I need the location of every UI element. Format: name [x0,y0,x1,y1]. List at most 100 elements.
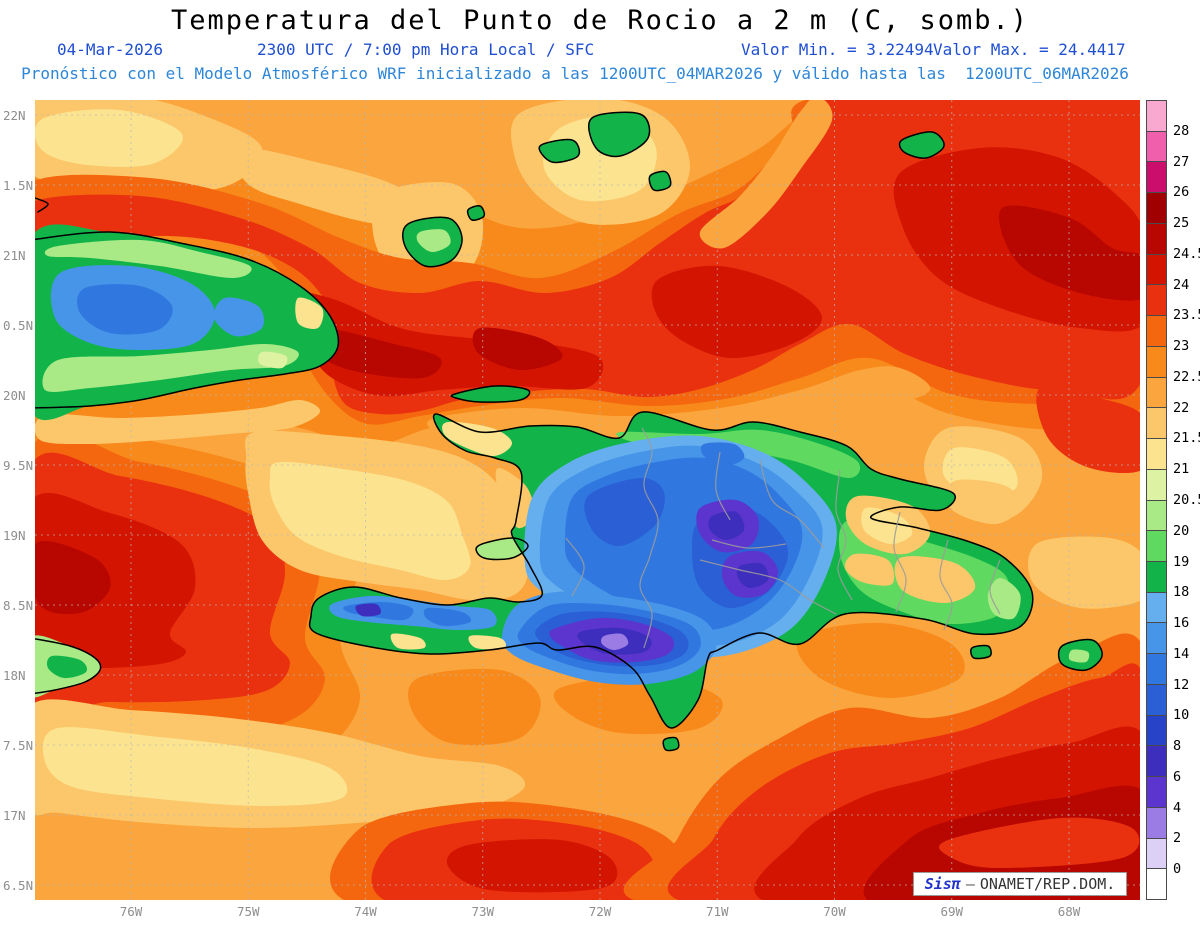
colorbar-segment [1146,592,1167,624]
lat-label: 17N [3,808,26,823]
land-region [844,553,895,586]
land-region [295,297,324,329]
lat-label: 22N [3,108,26,123]
gonave-island [476,538,528,560]
lat-label: 1.5N [3,178,34,193]
colorbar-segment [1146,408,1167,440]
colorbar-label: 28 [1173,122,1190,139]
map-line [715,451,731,521]
land-region [355,603,381,617]
map-line [711,539,787,549]
lon-label: 76W [119,904,143,919]
colorbar-segment [1146,316,1167,347]
land-region [258,351,288,369]
colorbar-label: 26 [1173,184,1190,201]
map-line [970,644,992,660]
colorbar-label: 10 [1173,707,1190,724]
land-region [987,578,1021,620]
land-region [894,556,976,604]
map-line [1057,638,1103,672]
colorbar-segment [1146,500,1167,532]
colorbar-label: 22.5 [1173,368,1200,385]
map-line [475,537,529,561]
colorbar-segment [1146,654,1167,685]
field-region [1028,536,1140,609]
colorbar-label: 23 [1173,338,1190,355]
field-region [939,817,1140,868]
land-region [1068,649,1090,663]
colorbar-segment [1146,746,1167,778]
lon-label: 74W [354,904,377,919]
cuba-coastline [35,231,340,409]
colorbar-segment [1146,439,1167,470]
colorbar-label: 14 [1173,645,1190,662]
sispi-logo: Sisπ [924,875,961,893]
map-line [835,469,853,601]
land-region [423,607,472,627]
field-region [42,727,348,806]
map-line [588,111,651,158]
land-region [390,633,426,650]
colorbar-label: 8 [1173,738,1182,755]
credit-org: ONAMET/REP.DOM. [979,875,1116,893]
colorbar-label: 20 [1173,522,1190,539]
colorbar-segment [1146,531,1167,563]
lat-label: 9.5N [3,458,34,473]
value-max-label: Valor Max. = 24.4417 [933,40,1126,59]
colorbar-segment [1146,715,1167,747]
lon-label: 68W [1057,904,1081,919]
colorbar-label: 22 [1173,399,1190,416]
field-region [269,461,471,581]
colorbar [1146,100,1167,901]
land-region [663,737,679,751]
field-region [35,100,1140,415]
land-region [601,633,629,650]
land-region [416,229,451,253]
land-region [442,421,513,457]
map-line [893,511,907,613]
haiti-dr-border [639,427,659,649]
land-region [708,511,745,540]
land-region [213,297,265,337]
colorbar-label: 16 [1173,615,1190,632]
land-region [42,343,299,392]
map-line [402,216,463,268]
map-line [989,559,1001,615]
colorbar-label: 4 [1173,799,1182,816]
page-title: Temperatura del Punto de Rocio a 2 m (C,… [170,5,1029,36]
land-temperature-field [35,112,1103,751]
field-region [310,327,442,379]
colorbar-label: 24.5 [1173,245,1200,262]
map-line [450,385,531,403]
colorbar-label: 6 [1173,768,1182,785]
colorbar-label: 18 [1173,584,1190,601]
field-region [35,493,196,676]
forecast-date: 04-Mar-2026 [57,40,163,59]
lon-label: 70W [823,904,846,919]
field-region [944,479,1021,525]
land-region [584,477,665,547]
field-region [35,541,111,615]
colorbar-label: 25 [1173,215,1190,232]
map-line [898,131,945,159]
hispaniola-coastline [308,411,1034,729]
colorbar-segment [1146,684,1167,716]
colorbar-segment [1146,469,1167,501]
forecast-time: 2300 UTC / 7:00 pm Hora Local / SFC [257,40,595,59]
colorbar-segment [1146,838,1167,870]
land-region [467,205,485,221]
land-region [44,239,252,278]
lat-label: 0.5N [3,318,34,333]
colorbar-segment [1146,562,1167,593]
map-line [466,205,486,221]
field-region [651,265,823,359]
map-line [648,170,672,192]
land-region [539,139,580,163]
colorbar-segment [1146,254,1167,286]
colorbar-label: 20.5 [1173,492,1200,508]
map-line [939,539,953,631]
land-region [736,562,769,589]
colorbar-label: 24 [1173,276,1190,293]
lat-label: 6.5N [3,878,34,893]
